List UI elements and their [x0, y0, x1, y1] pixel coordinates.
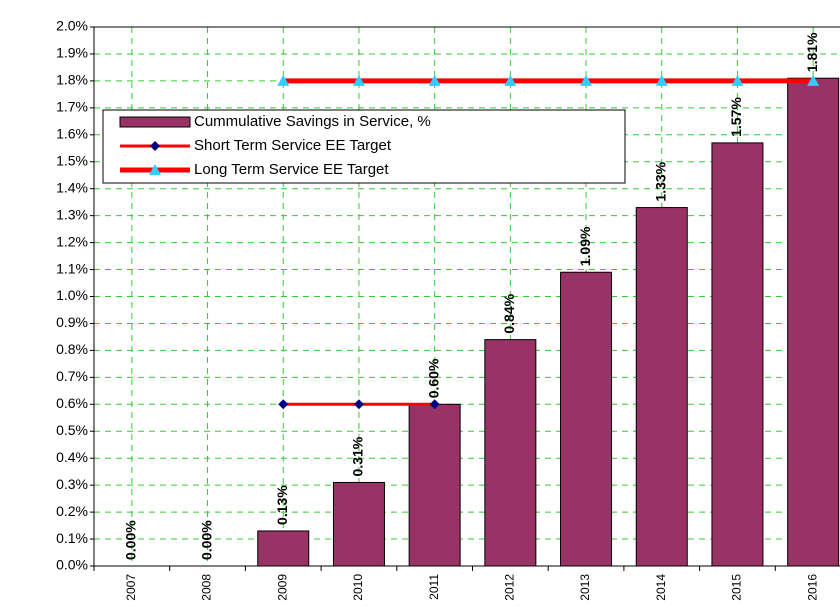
bar [257, 530, 310, 567]
y-tick-label: 0.8% [56, 341, 88, 357]
y-tick-label: 1.8% [56, 72, 88, 88]
marker [429, 399, 440, 410]
y-tick-label: 1.1% [56, 260, 88, 276]
marker [731, 74, 744, 86]
y-tick-label: 2.0% [56, 18, 88, 34]
marker [353, 399, 364, 410]
data-label: 0.00% [123, 520, 139, 560]
data-label: 0.84% [501, 293, 517, 333]
x-tick-label: 2015 [730, 574, 744, 601]
y-tick-label: 1.7% [56, 99, 88, 115]
y-tick-label: 1.3% [56, 206, 88, 222]
y-tick-label: 1.5% [56, 152, 88, 168]
x-tick-label: 2011 [427, 574, 441, 600]
y-tick-label: 1.9% [56, 45, 88, 61]
data-label: 0.00% [198, 520, 214, 560]
legend-label: Cummulative Savings in Service, % [194, 113, 431, 130]
bar [711, 142, 764, 567]
legend-label: Long Term Service EE Target [194, 161, 389, 178]
x-tick-label: 2014 [654, 574, 668, 601]
y-tick-label: 0.3% [56, 476, 88, 492]
marker [580, 74, 593, 86]
legend-marker [150, 141, 160, 151]
data-label: 0.13% [274, 485, 290, 525]
y-tick-label: 1.2% [56, 233, 88, 249]
x-tick-label: 2012 [503, 574, 517, 601]
data-label: 1.09% [577, 226, 593, 266]
data-label: 1.57% [728, 97, 744, 137]
bar [635, 207, 688, 567]
marker [277, 74, 290, 86]
x-tick-label: 2013 [578, 574, 592, 601]
y-tick-label: 0.1% [56, 530, 88, 546]
bar [560, 271, 613, 567]
bar [787, 77, 840, 567]
legend-swatch [119, 116, 191, 128]
y-tick-label: 0.0% [56, 557, 88, 573]
x-tick-label: 2010 [351, 574, 365, 601]
bar [484, 339, 537, 567]
legend-label: Short Term Service EE Target [194, 137, 392, 154]
data-label: 0.31% [350, 436, 366, 476]
x-tick-label: 2016 [805, 574, 819, 601]
data-label: 0.60% [425, 358, 441, 398]
x-tick-label: 2009 [275, 574, 289, 601]
marker [352, 74, 365, 86]
data-label: 1.81% [804, 32, 820, 72]
marker [655, 74, 668, 86]
plot-border [93, 26, 840, 567]
y-tick-label: 1.6% [56, 126, 88, 142]
y-tick-label: 1.4% [56, 179, 88, 195]
marker [807, 74, 820, 86]
y-tick-label: 0.6% [56, 395, 88, 411]
y-tick-label: 0.9% [56, 314, 88, 330]
legend: Cummulative Savings in Service, % Short T… [102, 109, 626, 184]
bar [408, 403, 461, 567]
bar [332, 481, 385, 567]
y-tick-label: 0.5% [56, 422, 88, 438]
x-tick-label: 2007 [124, 574, 138, 601]
y-tick-label: 0.7% [56, 368, 88, 384]
marker [428, 74, 441, 86]
data-label: 1.33% [652, 161, 668, 201]
y-tick-label: 1.0% [56, 287, 88, 303]
legend-marker [149, 164, 161, 175]
x-tick-label: 2008 [200, 574, 214, 601]
marker [504, 74, 517, 86]
marker [278, 399, 289, 410]
y-tick-label: 0.4% [56, 449, 88, 465]
y-tick-label: 0.2% [56, 503, 88, 519]
